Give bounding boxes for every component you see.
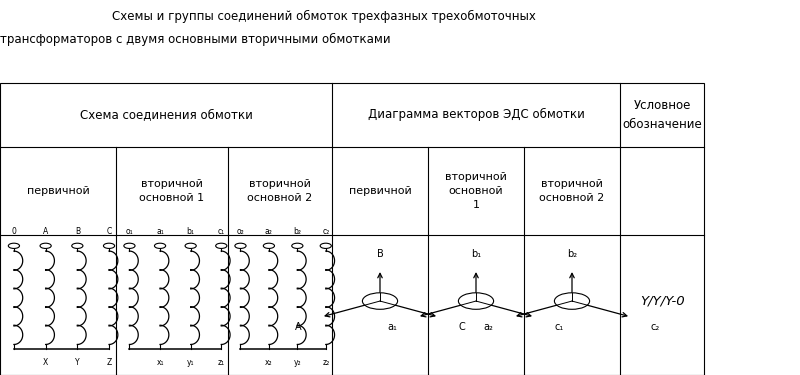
Text: o₁: o₁ [126, 228, 134, 237]
Circle shape [72, 243, 83, 249]
Text: a₁: a₁ [388, 322, 398, 332]
Text: первичной: первичной [349, 186, 411, 196]
Text: a₁: a₁ [156, 228, 164, 237]
Circle shape [458, 293, 494, 309]
Text: B: B [74, 228, 80, 237]
Circle shape [362, 293, 398, 309]
Text: Диаграмма векторов ЭДС обмотки: Диаграмма векторов ЭДС обмотки [367, 108, 585, 121]
Text: c₁: c₁ [554, 322, 563, 332]
Text: b₁: b₁ [471, 249, 481, 259]
Circle shape [40, 243, 51, 249]
Text: a₂: a₂ [484, 322, 494, 332]
Text: вторичной
основной 2: вторичной основной 2 [247, 179, 313, 203]
Text: c₂: c₂ [322, 228, 330, 237]
Text: A: A [295, 322, 302, 332]
Text: c₂: c₂ [650, 322, 659, 332]
Text: вторичной
основной 1: вторичной основной 1 [139, 179, 205, 203]
Text: Схемы и группы соединений обмоток трехфазных трехобмоточных: Схемы и группы соединений обмоток трехфа… [112, 10, 536, 23]
Text: X: X [43, 358, 48, 367]
Text: B: B [377, 249, 383, 259]
Circle shape [292, 243, 303, 249]
Circle shape [235, 243, 246, 249]
Text: C: C [106, 228, 112, 237]
Text: y₂: y₂ [294, 358, 301, 367]
Text: трансформаторов с двумя основными вторичными обмотками: трансформаторов с двумя основными вторич… [0, 33, 390, 46]
Text: x₂: x₂ [265, 358, 273, 367]
Text: z₂: z₂ [322, 358, 330, 367]
Text: A: A [43, 228, 48, 237]
Text: Y: Y [75, 358, 80, 367]
Text: b₂: b₂ [567, 249, 577, 259]
Text: Схема соединения обмотки: Схема соединения обмотки [79, 108, 253, 121]
Circle shape [185, 243, 196, 249]
Text: b₂: b₂ [294, 228, 302, 237]
Text: Y/Y/Y-0: Y/Y/Y-0 [640, 294, 684, 307]
Circle shape [320, 243, 331, 249]
Circle shape [8, 243, 19, 249]
Text: Условное
обозначение: Условное обозначение [622, 99, 702, 130]
Text: x₁: x₁ [156, 358, 164, 367]
Text: y₁: y₁ [187, 358, 194, 367]
Circle shape [263, 243, 274, 249]
Circle shape [154, 243, 166, 249]
Text: z₁: z₁ [218, 358, 225, 367]
Text: вторичной
основной 2: вторичной основной 2 [539, 179, 605, 203]
Bar [0, 82, 704, 375]
Circle shape [216, 243, 227, 249]
Text: вторичной
основной
1: вторичной основной 1 [445, 172, 507, 210]
Text: 0: 0 [11, 228, 16, 237]
Text: o₂: o₂ [237, 228, 244, 237]
Text: c₁: c₁ [218, 228, 225, 237]
Circle shape [103, 243, 114, 249]
Circle shape [554, 293, 590, 309]
Text: Z: Z [106, 358, 112, 367]
Text: первичной: первичной [26, 186, 90, 196]
Text: b₁: b₁ [186, 228, 194, 237]
Circle shape [124, 243, 135, 249]
Text: C: C [458, 322, 465, 332]
Text: a₂: a₂ [265, 228, 273, 237]
